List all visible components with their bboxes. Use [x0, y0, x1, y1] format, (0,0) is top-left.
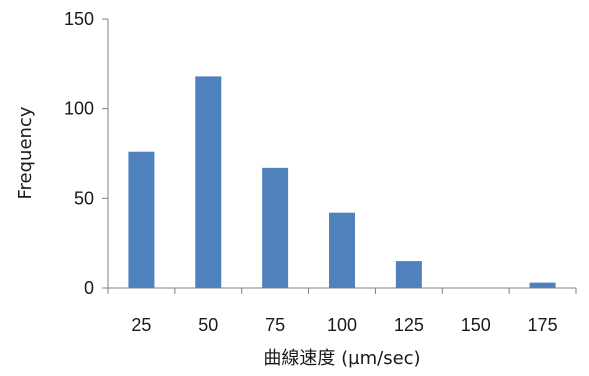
x-tick-label: 175	[528, 315, 558, 335]
y-axis: 0 50 100 150	[64, 9, 109, 298]
x-axis: 25 50 75 100 125 150 175	[107, 287, 577, 335]
y-tick-label: 50	[74, 188, 94, 208]
x-tick-label: 125	[394, 315, 424, 335]
y-tick-label: 0	[84, 278, 94, 298]
x-tick-label: 50	[198, 315, 218, 335]
x-tick-label: 100	[327, 315, 357, 335]
x-tick-label: 150	[461, 315, 491, 335]
bar-75	[262, 167, 289, 288]
y-tick-label: 150	[64, 9, 94, 29]
x-tick-label: 75	[265, 315, 285, 335]
bar-100	[329, 212, 355, 288]
y-axis-title: Frequency	[15, 106, 36, 199]
bar-25	[128, 151, 155, 288]
bar-125	[395, 261, 422, 288]
bar-50	[195, 76, 222, 289]
x-axis-title: 曲線速度 (µm/sec)	[263, 348, 420, 369]
y-tick-label: 100	[64, 99, 94, 119]
bar-series	[128, 76, 556, 289]
bar-175	[529, 282, 556, 288]
x-tick-label: 25	[131, 315, 151, 335]
